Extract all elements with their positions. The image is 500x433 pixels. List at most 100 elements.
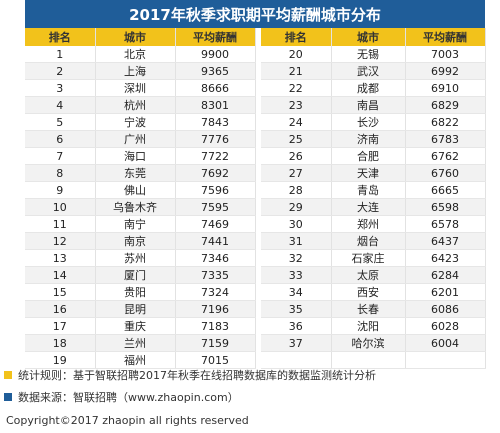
- cell-rank-right: 34: [261, 283, 332, 301]
- salary-table: 排名 城市 平均薪酬 排名 城市 平均薪酬 1 北京 9900 20 无锡 7003 2 上海…: [25, 28, 486, 369]
- column-gap: [255, 130, 261, 148]
- table-title: 2017年秋季求职期平均薪酬城市分布: [25, 0, 485, 28]
- cell-rank-left: 2: [25, 62, 96, 80]
- cell-city-right: 沈阳: [331, 317, 406, 335]
- cell-salary-left: 9365: [175, 62, 256, 80]
- cell-city-left: 东莞: [95, 164, 176, 182]
- cell-salary-left: 8666: [175, 79, 256, 97]
- cell-city-right: 哈尔滨: [331, 334, 406, 352]
- cell-salary-right: 6829: [405, 96, 486, 114]
- cell-salary-left: 7595: [175, 198, 256, 216]
- cell-salary-right: 6665: [405, 181, 486, 199]
- header-city-left: 城市: [95, 28, 176, 46]
- copyright: Copyright©2017 zhaopin all rights reserv…: [6, 414, 249, 427]
- column-gap: [255, 46, 261, 63]
- cell-rank-left: 5: [25, 113, 96, 131]
- cell-salary-right: 6992: [405, 62, 486, 80]
- cell-city-left: 广州: [95, 130, 176, 148]
- blue-square-icon: [4, 393, 12, 401]
- cell-rank-left: 16: [25, 300, 96, 318]
- cell-rank-left: 7: [25, 147, 96, 165]
- cell-salary-left: 7159: [175, 334, 256, 352]
- cell-rank-right: 21: [261, 62, 332, 80]
- cell-city-left: 乌鲁木齐: [95, 198, 176, 216]
- cell-salary-right: 6822: [405, 113, 486, 131]
- cell-salary-left: 7441: [175, 232, 256, 250]
- cell-salary-left: 7776: [175, 130, 256, 148]
- column-gap: [255, 351, 261, 369]
- cell-city-right: 太原: [331, 266, 406, 284]
- cell-rank-right: 31: [261, 232, 332, 250]
- cell-city-right: 长春: [331, 300, 406, 318]
- column-gap: [255, 334, 261, 352]
- table-row: 4 杭州 8301 23 南昌 6829: [25, 96, 486, 114]
- column-gap: [255, 181, 261, 199]
- table-header-row: 排名 城市 平均薪酬 排名 城市 平均薪酬: [25, 28, 486, 46]
- column-gap: [255, 198, 261, 216]
- cell-salary-left: 7843: [175, 113, 256, 131]
- cell-rank-right: 33: [261, 266, 332, 284]
- cell-city-right: 成都: [331, 79, 406, 97]
- cell-salary-right: 6201: [405, 283, 486, 301]
- cell-city-left: 厦门: [95, 266, 176, 284]
- table-row: 7 海口 7722 26 合肥 6762: [25, 147, 486, 165]
- cell-rank-right: 26: [261, 147, 332, 165]
- cell-rank-left: 8: [25, 164, 96, 182]
- cell-city-left: 重庆: [95, 317, 176, 335]
- cell-city-left: 杭州: [95, 96, 176, 114]
- column-gap: [255, 232, 261, 250]
- header-rank-left: 排名: [25, 28, 96, 46]
- column-gap: [255, 62, 261, 80]
- cell-salary-right: 6437: [405, 232, 486, 250]
- stat-rule-text: 统计规则：基于智联招聘2017年秋季在线招聘数据库的数据监测统计分析: [18, 369, 376, 382]
- cell-rank-right: 20: [261, 46, 332, 63]
- cell-salary-right: 6910: [405, 79, 486, 97]
- cell-rank-left: 17: [25, 317, 96, 335]
- table-row: 5 宁波 7843 24 长沙 6822: [25, 113, 486, 131]
- cell-rank-right: 24: [261, 113, 332, 131]
- header-salary-left: 平均薪酬: [175, 28, 256, 46]
- column-gap: [255, 96, 261, 114]
- cell-city-left: 北京: [95, 46, 176, 63]
- cell-rank-right: 22: [261, 79, 332, 97]
- cell-rank-left: 11: [25, 215, 96, 233]
- header-salary-right: 平均薪酬: [405, 28, 486, 46]
- table-row: 8 东莞 7692 27 天津 6760: [25, 164, 486, 182]
- cell-city-right: 南昌: [331, 96, 406, 114]
- cell-rank-right: 35: [261, 300, 332, 318]
- cell-rank-left: 12: [25, 232, 96, 250]
- source-text: 数据来源：智联招聘（www.zhaopin.com）: [18, 391, 239, 404]
- cell-rank-left: 13: [25, 249, 96, 267]
- table-row: 11 南宁 7469 30 郑州 6578: [25, 215, 486, 233]
- cell-salary-right: [405, 351, 486, 369]
- table-row: 14 厦门 7335 33 太原 6284: [25, 266, 486, 284]
- cell-city-left: 南京: [95, 232, 176, 250]
- cell-rank-left: 3: [25, 79, 96, 97]
- cell-rank-left: 19: [25, 351, 96, 369]
- cell-salary-left: 7196: [175, 300, 256, 318]
- cell-rank-left: 18: [25, 334, 96, 352]
- column-gap: [255, 79, 261, 97]
- table-row: 13 苏州 7346 32 石家庄 6423: [25, 249, 486, 267]
- cell-salary-right: 6598: [405, 198, 486, 216]
- cell-salary-right: 6760: [405, 164, 486, 182]
- column-gap: [255, 215, 261, 233]
- column-gap: [255, 28, 261, 46]
- cell-city-right: 合肥: [331, 147, 406, 165]
- cell-rank-right: 29: [261, 198, 332, 216]
- column-gap: [255, 164, 261, 182]
- cell-rank-right: 32: [261, 249, 332, 267]
- cell-rank-left: 10: [25, 198, 96, 216]
- column-gap: [255, 300, 261, 318]
- cell-rank-left: 15: [25, 283, 96, 301]
- notes: 统计规则：基于智联招聘2017年秋季在线招聘数据库的数据监测统计分析 数据来源：…: [4, 364, 376, 408]
- cell-city-right: [331, 351, 406, 369]
- cell-city-right: 郑州: [331, 215, 406, 233]
- cell-salary-left: 7335: [175, 266, 256, 284]
- cell-salary-right: 6086: [405, 300, 486, 318]
- cell-city-left: 贵阳: [95, 283, 176, 301]
- cell-salary-right: 7003: [405, 46, 486, 63]
- table-row: 9 佛山 7596 28 青岛 6665: [25, 181, 486, 199]
- cell-city-right: 西安: [331, 283, 406, 301]
- table-row: 18 兰州 7159 37 哈尔滨 6004: [25, 334, 486, 352]
